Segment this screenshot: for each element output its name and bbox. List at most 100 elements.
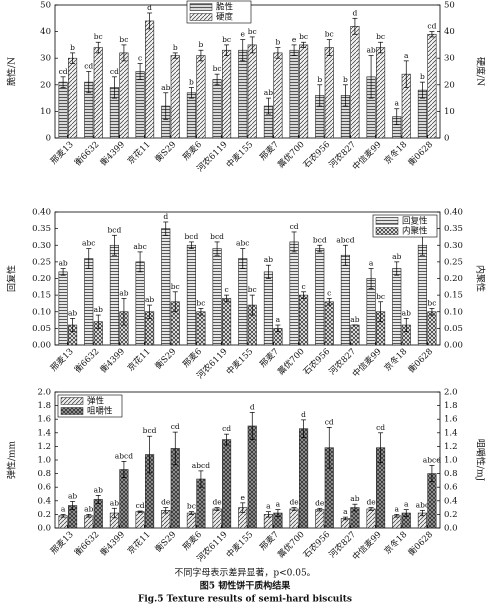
error-bar: [342, 516, 348, 521]
error-bar: [368, 55, 374, 99]
significance-letter: d: [353, 8, 358, 17]
error-bar: [301, 291, 307, 299]
x-tick-label: 邢麦6: [180, 529, 204, 553]
y-tick-label: 2.0: [37, 388, 51, 398]
bar: [417, 244, 427, 346]
significance-letter: bc: [196, 298, 205, 307]
x-tick-label: 衡4399: [98, 346, 127, 375]
bar: [58, 81, 68, 139]
error-bar: [240, 248, 246, 269]
significance-letter: b: [173, 43, 178, 52]
x-tick-label: 邢麦13: [48, 529, 75, 556]
significance-letter: ab: [94, 305, 103, 314]
bar: [84, 515, 94, 529]
significance-letter: a: [61, 504, 66, 513]
legend-label: 硬度: [216, 12, 234, 23]
bar: [315, 509, 325, 529]
figure-caption: 图5 韧性饼干质构结果: [200, 580, 291, 592]
bar: [289, 508, 299, 529]
error-bar: [403, 60, 409, 88]
y2-tick-label: 10: [444, 107, 455, 117]
significance-letter: cd: [136, 501, 145, 510]
error-bar: [326, 39, 332, 56]
error-bar: [240, 39, 246, 62]
y-tick-label: 1.8: [37, 401, 51, 411]
error-bar: [95, 495, 101, 504]
bar: [324, 301, 334, 346]
bar: [247, 425, 257, 529]
error-bar: [147, 12, 153, 30]
error-bar: [291, 44, 297, 56]
bar: [196, 55, 206, 139]
y2-tick-label: 0: [444, 134, 449, 144]
y2-tick-label: 40: [444, 27, 455, 37]
y-axis-title: 弹性/mm: [6, 440, 18, 479]
x-tick-label: 京冬18: [382, 346, 409, 373]
x-tick-label: 衡0628: [406, 139, 435, 168]
bar: [273, 52, 283, 139]
significance-letter: ab: [350, 315, 359, 324]
error-bar: [275, 47, 281, 59]
significance-letter: bc: [376, 292, 385, 301]
significance-letter: a: [276, 315, 281, 324]
x-tick-label: 石农956: [301, 529, 332, 560]
significance-letter: b: [199, 40, 204, 49]
significance-letter: de: [161, 498, 171, 507]
significance-letter: ab: [264, 255, 273, 264]
bar: [212, 79, 222, 139]
y-tick-label: 30: [40, 54, 51, 64]
bar: [119, 469, 129, 529]
x-tick-label: 衡S29: [153, 139, 179, 165]
significance-letter: bc: [213, 64, 222, 73]
error-bar: [378, 301, 384, 323]
significance-letter: bc: [94, 32, 103, 41]
y2-tick-label: 1.6: [444, 415, 458, 425]
significance-letter: ab: [161, 83, 170, 92]
error-bar: [137, 510, 143, 513]
error-bar: [163, 507, 169, 514]
y-tick-label: 0.10: [32, 307, 51, 317]
error-bar: [265, 264, 271, 279]
y-tick-label: 1.0: [37, 456, 51, 466]
legend-label: 内聚性: [402, 226, 428, 237]
y2-axis-title: 内聚性: [475, 265, 487, 292]
error-bar: [86, 248, 92, 269]
error-bar: [429, 31, 435, 38]
y-tick-label: 0.6: [37, 483, 51, 493]
y-tick-label: 0.25: [32, 257, 51, 267]
significance-letter: ab: [68, 491, 77, 500]
y-tick-label: 0.30: [32, 241, 51, 251]
bar: [366, 508, 376, 529]
y-tick-label: 0.2: [37, 510, 51, 520]
figure-caption-en: Fig.5 Texture results of semi-hard biscu…: [138, 595, 352, 605]
significance-letter: d: [147, 3, 152, 12]
y2-tick-label: 0.8: [444, 469, 458, 479]
significance-letter: cd: [84, 62, 93, 71]
error-bar: [249, 294, 255, 316]
bar: [135, 71, 145, 139]
error-bar: [188, 511, 194, 515]
significance-letter: c: [301, 282, 305, 291]
bar: [119, 52, 129, 139]
bar: [109, 244, 119, 346]
significance-letter: abc: [416, 500, 429, 509]
bar: [263, 271, 273, 346]
significance-letter: ab: [264, 88, 273, 97]
x-tick-label: 衡4399: [98, 529, 127, 558]
y2-tick-label: 0.4: [444, 496, 458, 506]
significance-letter: ab: [145, 295, 154, 304]
significance-letter: de: [289, 498, 299, 507]
error-bar: [163, 92, 169, 120]
y2-tick-label: 1.2: [444, 442, 458, 452]
bar: [376, 47, 386, 139]
bar: [58, 271, 68, 346]
significance-letter: ab: [350, 494, 359, 503]
error-bar: [121, 461, 127, 479]
y-tick-label: 10: [40, 107, 51, 117]
error-bar: [70, 52, 76, 64]
y-tick-label: 0.8: [37, 469, 51, 479]
bar: [427, 311, 437, 346]
error-bar: [70, 318, 76, 333]
y-tick-label: 1.2: [37, 442, 51, 452]
